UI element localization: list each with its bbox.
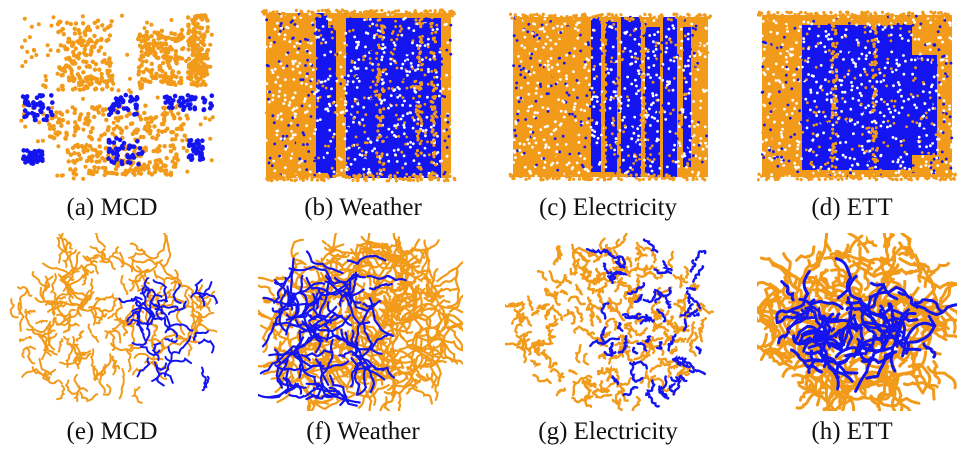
caption-d: (d) ETT [811,194,893,221]
panel-h-ett-manifold [757,233,957,411]
panel-a-mcd-grid [8,10,218,185]
scatter-plot-a [19,13,215,181]
scatter-plot-c [508,12,712,182]
caption-f: (f) Weather [306,418,420,445]
panel-g-electricity-manifold [505,233,715,411]
caption-g: (g) Electricity [538,418,678,445]
panel-f-weather-manifold [258,233,463,411]
panel-e-mcd-manifold [8,233,218,411]
caption-e: (e) MCD [66,418,158,445]
scatter-plot-e [9,233,218,404]
scatter-plot-d [757,10,957,182]
caption-c: (c) Electricity [538,194,678,221]
panel-b-weather-grid [258,8,463,186]
scatter-plot-f [258,233,463,411]
scatter-plot-g [505,233,714,411]
scatter-plot-b [261,8,457,183]
panel-c-electricity-grid [508,12,713,182]
panel-d-ett-grid [757,10,957,182]
caption-b: (b) Weather [304,194,422,221]
caption-a: (a) MCD [66,194,158,221]
caption-h: (h) ETT [811,418,893,445]
scatter-plot-h [757,233,957,411]
